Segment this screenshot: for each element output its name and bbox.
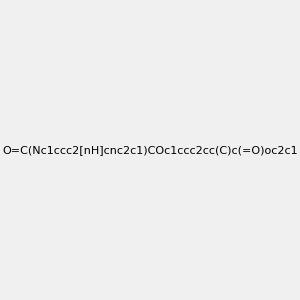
- Text: O=C(Nc1ccc2[nH]cnc2c1)COc1ccc2cc(C)c(=O)oc2c1: O=C(Nc1ccc2[nH]cnc2c1)COc1ccc2cc(C)c(=O)…: [2, 145, 298, 155]
